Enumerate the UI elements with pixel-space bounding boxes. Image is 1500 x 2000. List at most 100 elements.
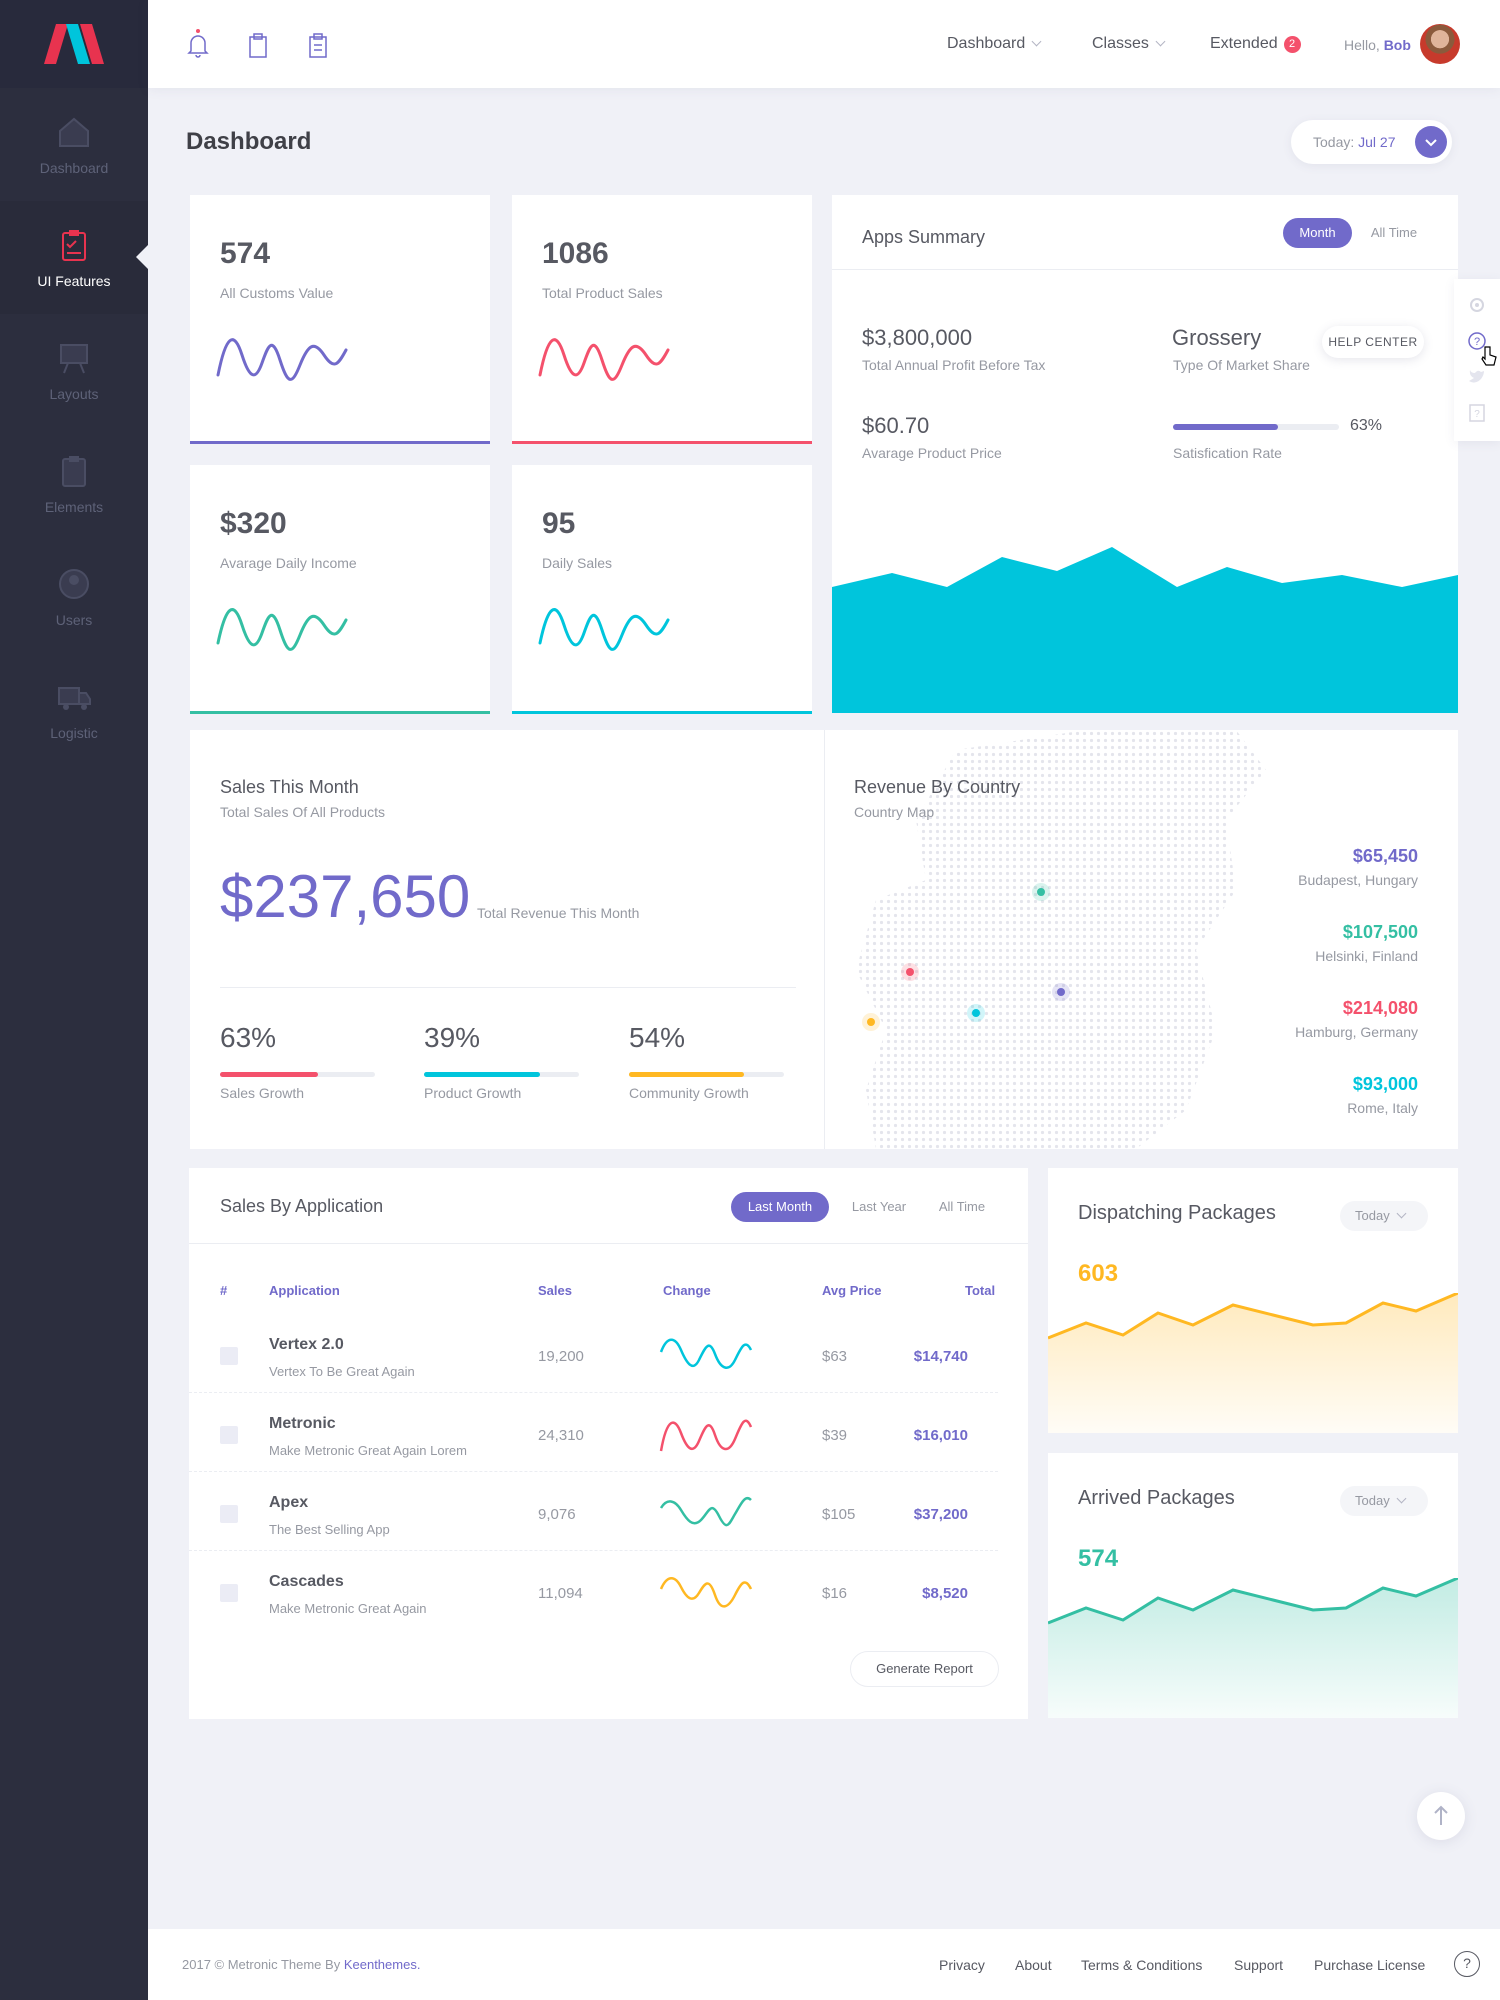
app-name: Apex — [269, 1494, 309, 1511]
sales-app-title: Sales By Application — [220, 1196, 384, 1216]
arrived-area-chart — [1048, 1578, 1458, 1718]
help-button[interactable]: ? — [1454, 1951, 1480, 1977]
topmenu-classes[interactable]: Classes — [1092, 35, 1166, 53]
app-description: Vertex To Be Great Again — [269, 1364, 415, 1379]
app-total: $14,740 — [913, 1348, 968, 1365]
change-sparkline — [659, 1577, 753, 1608]
footer-link-terms[interactable]: Terms & Conditions — [1081, 1957, 1203, 1973]
footer-link-support[interactable]: Support — [1234, 1957, 1284, 1973]
date-picker-button[interactable] — [1415, 126, 1447, 158]
sales-growth-fill — [220, 1072, 318, 1077]
sales-month-subtitle: Total Sales Of All Products — [220, 804, 385, 820]
dispatching-period-select[interactable]: Today — [1340, 1201, 1428, 1231]
community-growth-track — [629, 1072, 784, 1077]
scroll-top-button[interactable] — [1417, 1792, 1465, 1840]
footer-link-about[interactable]: About — [1015, 1957, 1052, 1973]
sidebar-item-logistic[interactable]: Logistic — [0, 653, 148, 766]
stat-accent-bar — [190, 441, 490, 444]
satisfaction-value: 63% — [1350, 417, 1383, 434]
topmenu-dashboard[interactable]: Dashboard — [947, 35, 1042, 53]
quick-actions-button[interactable] — [246, 29, 270, 64]
product-growth-fill — [424, 1072, 541, 1077]
satisfaction-label: Satisfication Rate — [1173, 445, 1282, 461]
footer-link-privacy[interactable]: Privacy — [939, 1957, 985, 1973]
country-revenue-value: $65,450 — [1352, 846, 1418, 866]
app-avg-price: $16 — [822, 1585, 848, 1602]
sidebar-item-layouts[interactable]: Layouts — [0, 314, 148, 427]
table-row[interactable]: Cascades Make Metronic Great Again 11,09… — [189, 1551, 998, 1630]
gear-icon[interactable] — [1467, 295, 1487, 315]
svg-text:?: ? — [1474, 409, 1480, 420]
app-total: $8,520 — [922, 1585, 968, 1602]
row-checkbox[interactable] — [220, 1584, 238, 1602]
dispatching-value: 603 — [1078, 1260, 1119, 1287]
sidebar-item-elements[interactable]: Elements — [0, 427, 148, 540]
quick-sidebar: ? ? — [1454, 279, 1500, 441]
tab-month[interactable]: Month — [1283, 218, 1352, 248]
brand-logo[interactable] — [0, 0, 148, 88]
column-header-number: # — [220, 1283, 228, 1298]
price-value: $60.70 — [862, 413, 930, 438]
column-header-total[interactable]: Total — [965, 1283, 996, 1298]
row-checkbox[interactable] — [220, 1347, 238, 1365]
divider — [832, 269, 1458, 270]
tab-all-time[interactable]: All Time — [938, 1199, 986, 1214]
table-row[interactable]: Metronic Make Metronic Great Again Lorem… — [189, 1393, 998, 1472]
sidebar-item-label: Layouts — [49, 385, 99, 402]
generate-report-button[interactable]: Generate Report — [850, 1651, 999, 1687]
column-header-sales[interactable]: Sales — [538, 1283, 572, 1298]
sidebar-item-dashboard[interactable]: Dashboard — [0, 88, 148, 201]
footer-link-purchase-license[interactable]: Purchase License — [1314, 1957, 1426, 1973]
sidebar-item-users[interactable]: Users — [0, 540, 148, 653]
table-row[interactable]: Apex The Best Selling App 9,076 $105 $37… — [189, 1472, 998, 1551]
app-avg-price: $39 — [822, 1427, 848, 1444]
satisfaction-track — [1173, 424, 1339, 430]
copyright-label: 2017 © Metronic Theme By — [182, 1957, 341, 1972]
question-icon[interactable]: ? — [1467, 331, 1487, 351]
stat-accent-bar — [512, 711, 812, 714]
chevron-down-icon — [1425, 139, 1437, 147]
column-header-application[interactable]: Application — [269, 1283, 340, 1298]
divider — [824, 730, 825, 1149]
profit-value: $3,800,000 — [862, 325, 973, 350]
row-checkbox[interactable] — [220, 1426, 238, 1444]
brand-link[interactable]: Keenthemes. — [343, 1957, 421, 1972]
arrived-period-select[interactable]: Today — [1340, 1486, 1428, 1516]
document-question-icon[interactable]: ? — [1467, 403, 1487, 423]
divider — [220, 987, 796, 988]
total-revenue-value: $237,650 — [220, 863, 471, 930]
date-picker[interactable]: Today: Jul 27 — [1291, 120, 1452, 164]
column-header-change[interactable]: Change — [663, 1283, 711, 1298]
community-growth-fill — [629, 1072, 744, 1077]
app-sales: 24,310 — [538, 1427, 584, 1444]
tab-last-month[interactable]: Last Month — [731, 1192, 829, 1222]
presentation-icon — [60, 343, 88, 373]
select-value: Today — [1355, 1493, 1390, 1508]
sidebar-item-ui-features[interactable]: UI Features — [0, 201, 148, 314]
column-header-avg-price[interactable]: Avg Price — [822, 1283, 882, 1298]
chevron-down-icon — [1155, 36, 1166, 47]
user-greeting[interactable]: Hello, Bob — [1344, 37, 1411, 53]
notifications-button[interactable] — [186, 29, 210, 64]
avatar[interactable] — [1420, 24, 1460, 64]
country-city: Budapest, Hungary — [1298, 872, 1418, 888]
app-sales: 11,094 — [538, 1585, 583, 1602]
sales-by-application-card: Sales By Application Last Month Last Yea… — [189, 1168, 1028, 1719]
notification-badge: 2 — [1283, 36, 1301, 53]
sales-month-title: Sales This Month — [220, 777, 359, 797]
table-row[interactable]: Vertex 2.0 Vertex To Be Great Again 19,2… — [189, 1314, 998, 1393]
row-checkbox[interactable] — [220, 1505, 238, 1523]
footer: 2017 © Metronic Theme By Keenthemes. Pri… — [148, 1929, 1500, 2000]
tab-all-time[interactable]: All Time — [1370, 225, 1418, 240]
svg-text:?: ? — [1474, 336, 1480, 348]
tab-last-year[interactable]: Last Year — [851, 1199, 907, 1214]
apps-summary-card: Apps Summary Month All Time $3,800,000 T… — [832, 195, 1458, 713]
copyright-text: 2017 © Metronic Theme By Keenthemes. — [182, 1957, 420, 1972]
app-sales: 19,200 — [538, 1348, 584, 1365]
tasks-button[interactable] — [306, 29, 330, 64]
app-sales: 9,076 — [538, 1506, 576, 1523]
greeting-text: Hello, — [1344, 37, 1380, 53]
topmenu-extended[interactable]: Extended 2 — [1210, 35, 1301, 53]
twitter-icon[interactable] — [1467, 367, 1487, 387]
clipboard-icon — [62, 455, 86, 487]
